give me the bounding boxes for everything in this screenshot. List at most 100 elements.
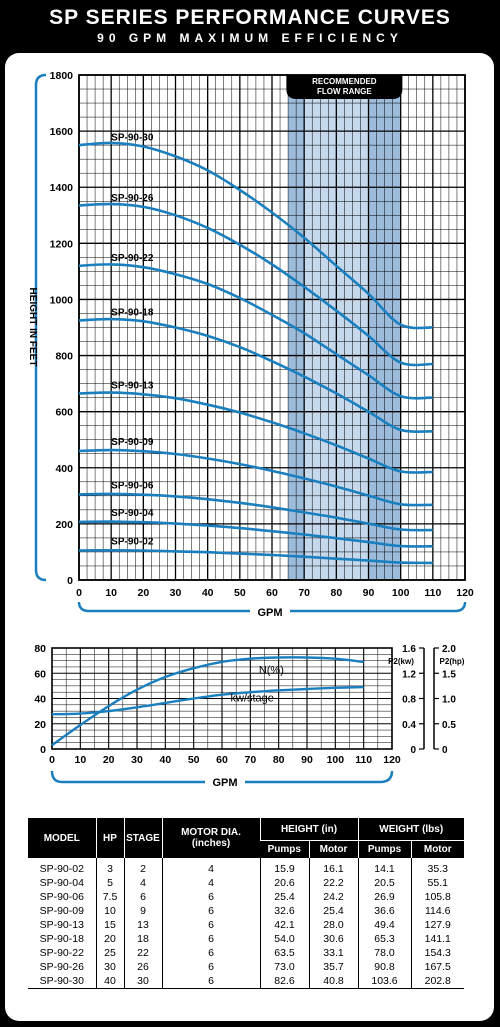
table-row: SP-90-18 20 18 6 54.0 30.6 65.3 141.1	[28, 932, 464, 946]
x-tick-label: 10	[105, 587, 117, 599]
x-tick-label: 60	[266, 587, 278, 599]
curve-sp-90-04	[78, 520, 433, 548]
right-axis-kw-label: 0.4	[402, 720, 416, 731]
cell-height-motor: 25.4	[308, 904, 358, 918]
cell-weight-pumps: 65.3	[357, 932, 411, 946]
x-tick-label: 20	[103, 754, 115, 766]
cell-weight-pumps: 103.6	[357, 974, 411, 989]
curve-label: SP-90-18	[111, 307, 154, 318]
cell-model: SP-90-09	[39, 905, 84, 917]
cell-hp: 20	[95, 932, 124, 946]
grid-lines	[51, 647, 393, 750]
y-axis-title: HEIGHT IN FEET	[27, 288, 38, 367]
x-tick-label: 90	[301, 754, 313, 766]
x-tick-label: 70	[298, 587, 310, 599]
curve-label: SP-90-30	[111, 133, 154, 144]
col-header-weight: WEIGHT (lbs)	[357, 818, 464, 841]
x-axis-bracket	[50, 770, 394, 784]
x-tick-label: 110	[424, 587, 441, 599]
col-header-weight-motor: Motor	[410, 840, 464, 858]
curve-kw-per-stage	[51, 685, 364, 716]
x-tick-label: 60	[216, 754, 228, 766]
curve-efficiency	[51, 656, 364, 747]
x-tick-label: 70	[244, 754, 256, 766]
table-row: SP-90-13 15 13 6 42.1 28.0 49.4 127.9	[28, 918, 464, 932]
x-tick-label: 0	[49, 754, 55, 766]
cell-stage: 4	[123, 876, 162, 890]
cell-model: SP-90-22	[39, 947, 84, 959]
curve-label: SP-90-13	[111, 380, 154, 391]
cell-model: SP-90-06	[39, 891, 84, 903]
right-axis-hp-label: 0	[442, 745, 448, 756]
x-tick-label: 20	[137, 587, 149, 599]
motor-dia-label: MOTOR DIA.	[181, 827, 241, 838]
right-axis-kw-label: 1.2	[402, 669, 416, 680]
model-spec-table: MODEL HP STAGE MOTOR DIA. (inches) HEIGH…	[28, 818, 464, 989]
cell-motor-dia: 6	[161, 946, 260, 960]
cell-weight-motor: 105.8	[410, 890, 464, 904]
recommended-flow-label: RECOMMENDED	[312, 77, 377, 86]
curve-sp-90-22	[78, 263, 433, 400]
cell-height-motor: 24.2	[308, 890, 358, 904]
cell-hp: 40	[95, 974, 124, 989]
cell-height-pumps: 54.0	[259, 932, 309, 946]
col-header-weight-pumps: Pumps	[357, 840, 411, 858]
x-axis-bracket	[77, 601, 467, 613]
recommended-flow-tab	[286, 75, 403, 99]
y-tick-label: 1600	[50, 126, 74, 138]
motor-dia-unit: (inches)	[191, 838, 231, 849]
y-tick-label: 20	[34, 719, 46, 731]
cell-height-pumps: 32.6	[259, 904, 309, 918]
right-axis-hp-label: 0.5	[442, 720, 456, 731]
curve-sp-90-09	[78, 448, 433, 507]
curve-label-efficiency: N(%)	[259, 664, 284, 676]
x-tick-label: 40	[202, 587, 214, 599]
curve-label-kw: kw/stage	[231, 692, 274, 704]
curve-label: SP-90-06	[111, 481, 154, 492]
page-subtitle: 90 GPM MAXIMUM EFFICIENCY	[97, 31, 403, 45]
cell-height-motor: 30.6	[308, 932, 358, 946]
cell-height-motor: 28.0	[308, 918, 358, 932]
plot-border	[51, 647, 393, 750]
col-header-height: HEIGHT (in)	[259, 818, 358, 841]
curve-label: SP-90-09	[111, 437, 154, 448]
cell-weight-pumps: 78.0	[357, 946, 411, 960]
cell-height-motor: 33.1	[308, 946, 358, 960]
x-tick-label: 30	[131, 754, 143, 766]
y-tick-label: 0	[40, 744, 46, 756]
cell-motor-dia: 6	[161, 974, 260, 989]
x-tick-label: 90	[363, 587, 375, 599]
cell-stage: 13	[123, 918, 162, 932]
col-header-hp: HP	[95, 818, 124, 858]
y-tick-label: 0	[67, 575, 73, 587]
y-tick-label: 800	[55, 351, 73, 363]
x-axis-title: GPM	[257, 607, 282, 619]
cell-motor-dia: 6	[161, 890, 260, 904]
cell-weight-pumps: 14.1	[357, 858, 411, 876]
x-axis-title: GPM	[212, 777, 237, 789]
cell-weight-motor: 167.5	[410, 960, 464, 974]
cell-stage: 9	[123, 904, 162, 918]
curve-sp-90-26	[78, 202, 433, 367]
cell-model: SP-90-13	[39, 919, 84, 931]
right-axis-hp-label: 1.5	[442, 669, 456, 680]
cell-weight-pumps: 49.4	[357, 918, 411, 932]
cell-hp: 25	[95, 946, 124, 960]
cell-stage: 26	[123, 960, 162, 974]
cell-hp: 3	[95, 858, 124, 876]
cell-height-pumps: 73.0	[259, 960, 309, 974]
x-tick-label: 10	[74, 754, 86, 766]
y-tick-label: 1800	[50, 70, 74, 82]
x-tick-label: 100	[327, 754, 345, 766]
cell-motor-dia: 4	[161, 876, 260, 890]
col-header-stage: STAGE	[123, 818, 162, 858]
curve-sp-90-06	[78, 492, 433, 532]
y-tick-label: 1000	[50, 294, 74, 306]
cell-hp: 15	[95, 918, 124, 932]
col-header-height-motor: Motor	[308, 840, 358, 858]
x-tick-label: 100	[392, 587, 410, 599]
model-spec-table-wrap: MODEL HP STAGE MOTOR DIA. (inches) HEIGH…	[28, 818, 464, 989]
cell-motor-dia: 6	[161, 918, 260, 932]
curve-label: SP-90-26	[111, 193, 154, 204]
